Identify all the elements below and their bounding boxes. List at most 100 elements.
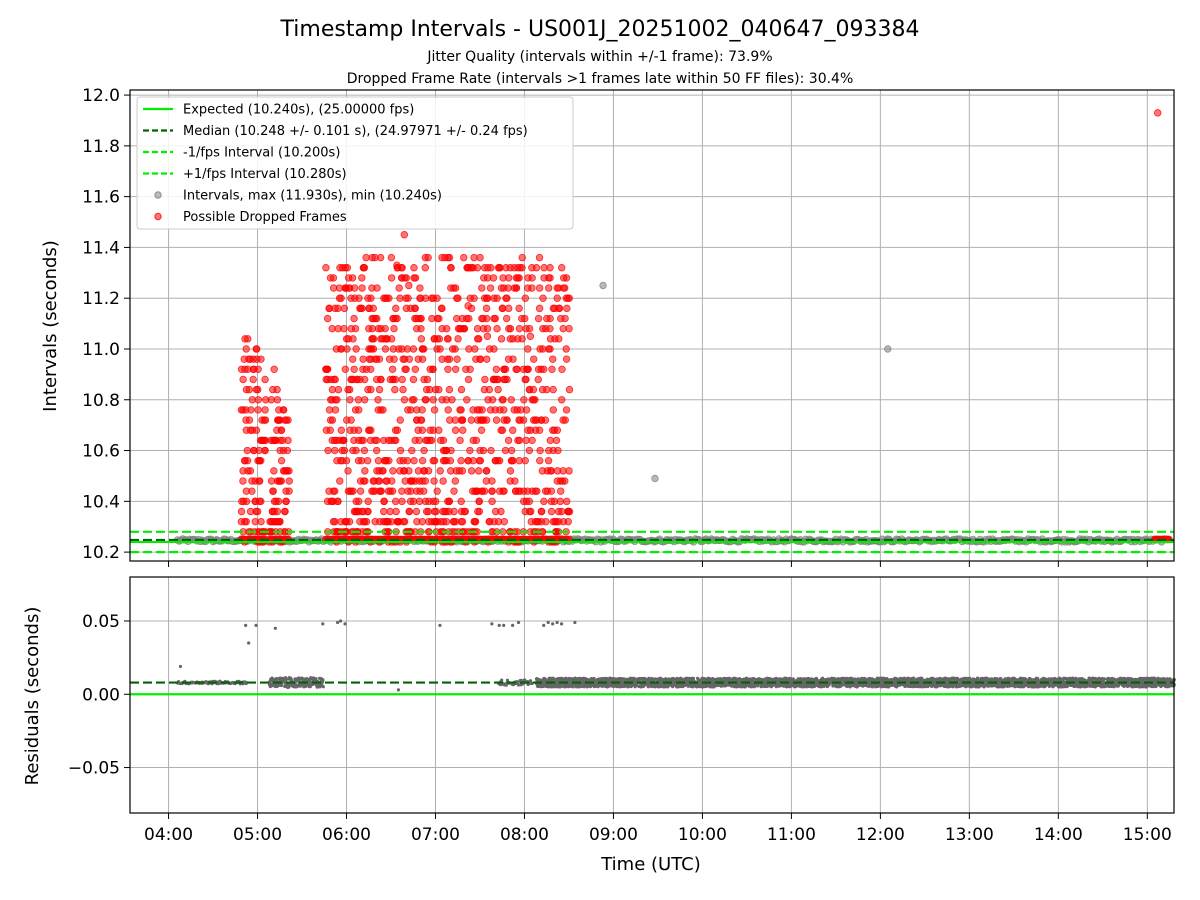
dropped-frame-point — [478, 406, 486, 414]
interval-point — [599, 281, 607, 290]
dropped-frame-point — [483, 324, 492, 333]
dropped-frame-point — [366, 365, 375, 373]
dropped-frame-point — [554, 446, 562, 455]
dropped-frame-point — [405, 507, 413, 516]
dropped-frame-point — [350, 284, 359, 292]
dropped-frame-point — [273, 507, 282, 516]
dropped-frame-point — [518, 264, 526, 272]
dropped-frame-point — [245, 416, 254, 424]
dropped-frame-point — [493, 324, 501, 333]
dropped-frame-point — [377, 375, 385, 384]
dropped-frame-point — [360, 446, 369, 455]
dropped-frame-point — [430, 477, 438, 485]
dropped-frame-point — [421, 477, 430, 485]
dropped-frame-point — [1153, 109, 1162, 117]
dropped-frame-point — [405, 467, 413, 475]
dropped-frame-point — [352, 345, 360, 353]
dropped-frame-point — [279, 406, 288, 414]
dropped-frame-point — [334, 304, 342, 313]
dropped-frame-point — [479, 446, 488, 455]
dropped-frame-point — [507, 396, 515, 404]
dropped-frame-point — [447, 446, 455, 455]
dropped-frame-point — [519, 416, 528, 424]
chart-subtitle-jitter: Jitter Quality (intervals within +/-1 fr… — [426, 49, 772, 65]
dropped-frame-point — [388, 365, 397, 373]
dropped-frame-point — [475, 507, 484, 516]
dropped-frame-point — [565, 324, 573, 333]
dropped-frame-point — [546, 324, 554, 333]
dropped-frame-point — [531, 396, 539, 404]
dropped-frame-point — [411, 365, 420, 373]
dropped-frame-point — [482, 467, 491, 475]
dropped-frame-point — [331, 406, 340, 414]
dropped-frame-point — [328, 385, 337, 394]
dropped-frame-point — [391, 497, 400, 506]
dropped-frame-point — [432, 507, 440, 516]
dropped-frame-point — [388, 477, 396, 485]
dropped-frame-point — [331, 446, 339, 455]
dropped-frame-point — [500, 517, 509, 526]
dropped-frame-point — [378, 467, 387, 475]
dropped-frame-point — [403, 345, 412, 353]
dropped-frame-point — [515, 304, 523, 313]
dropped-frame-point — [541, 416, 550, 424]
dropped-frame-point — [277, 477, 286, 485]
dropped-frame-point — [342, 457, 351, 465]
dropped-frame-point — [504, 436, 513, 445]
dropped-frame-point — [494, 385, 502, 394]
dropped-frame-point — [276, 517, 284, 526]
dropped-frame-point — [511, 477, 519, 485]
dropped-frame-point — [377, 487, 385, 495]
dropped-frame-point — [387, 335, 396, 343]
dropped-frame-point — [512, 284, 521, 292]
dropped-frame-point — [503, 416, 511, 424]
dropped-frame-point — [561, 284, 569, 292]
dropped-frame-point — [331, 517, 339, 526]
dropped-frame-point — [381, 345, 390, 353]
dropped-frame-point — [490, 345, 498, 353]
dropped-frame-point — [501, 446, 510, 455]
dropped-frame-point — [409, 497, 418, 506]
dropped-frame-point — [461, 507, 470, 516]
dropped-frame-point — [562, 406, 571, 414]
dropped-frame-point — [451, 284, 460, 292]
dropped-frame-point — [373, 314, 381, 323]
dropped-frame-point — [420, 446, 428, 455]
dropped-frame-point — [482, 416, 491, 424]
dropped-frame-point — [493, 294, 501, 302]
dropped-frame-point — [284, 436, 292, 445]
dropped-frame-point — [557, 507, 566, 516]
dropped-frame-point — [388, 487, 397, 495]
dropped-frame-point — [346, 385, 354, 394]
top-y-tick-label: 11.6 — [82, 188, 120, 208]
dropped-frame-point — [352, 446, 360, 455]
dropped-frame-point — [362, 253, 370, 262]
residual-point — [321, 685, 325, 689]
dropped-frame-point — [542, 517, 550, 526]
dropped-frame-point — [459, 426, 467, 434]
dropped-frame-point — [463, 396, 471, 404]
dropped-frame-point — [518, 335, 526, 343]
dropped-frame-point — [417, 324, 425, 333]
dropped-frame-point — [500, 406, 508, 414]
dropped-frame-point — [471, 517, 480, 526]
dropped-frame-point — [244, 335, 252, 343]
dropped-frame-point — [359, 436, 367, 445]
dropped-frame-point — [498, 426, 507, 434]
dropped-frame-point — [432, 497, 440, 506]
dropped-frame-point — [443, 335, 452, 343]
dropped-frame-point — [337, 426, 345, 434]
dropped-frame-point — [334, 497, 342, 506]
dropped-frame-point — [387, 253, 396, 262]
dropped-frame-point — [458, 467, 467, 475]
dropped-frame-point — [415, 436, 423, 445]
dropped-frame-point — [270, 467, 278, 475]
dropped-frame-point — [540, 497, 548, 506]
dropped-frame-point — [267, 396, 276, 404]
dropped-frame-point — [261, 406, 269, 414]
dropped-frame-point — [486, 284, 495, 292]
dropped-frame-point — [257, 497, 265, 506]
dropped-frame-point — [565, 294, 573, 302]
dropped-frame-point — [379, 406, 387, 414]
dropped-frame-point — [565, 507, 574, 516]
